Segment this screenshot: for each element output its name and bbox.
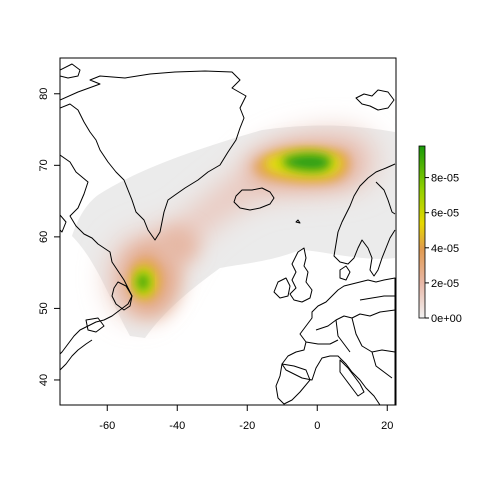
iceland-coast [233,187,275,211]
legend-color-bar [418,145,426,319]
svalbard-coast [355,89,395,111]
great-britain-coast [289,247,313,303]
legend-tick-label: 6e-05 [431,208,459,220]
legend-tick-label: 8e-05 [431,173,459,185]
x-tick-label: -20 [239,420,255,432]
x-tick-label: 20 [381,420,393,432]
y-tick-label: 40 [38,374,50,386]
newfoundland-coast [111,281,133,311]
europe-coast [281,277,396,405]
y-tick-label: 50 [38,302,50,314]
coastlines [60,63,396,405]
x-tick-label: -40 [169,420,185,432]
x-tick-label: 0 [314,420,320,432]
density-field [108,129,377,318]
legend-tick-label: 0e+00 [431,313,462,325]
plot-frame [59,57,397,406]
scandinavia-coast [333,163,396,277]
legend-tick-label: 4e-05 [431,243,459,255]
y-axis: 40 50 60 70 80 [38,88,60,386]
x-axis: -60 -40 -20 0 20 [99,405,393,432]
legend-ticks: 0e+00 2e-05 4e-05 6e-05 8e-05 [425,173,462,325]
labrador-coast [60,154,133,355]
y-tick-label: 70 [38,159,50,171]
y-tick-label: 80 [38,88,50,100]
x-tick-label: -60 [99,420,115,432]
iberia-coast [275,363,311,405]
ireland-coast [273,277,291,299]
y-tick-label: 60 [38,231,50,243]
legend: 0e+00 2e-05 4e-05 6e-05 8e-05 [418,145,462,325]
legend-tick-label: 2e-05 [431,278,459,290]
greenland-coast [60,70,247,241]
